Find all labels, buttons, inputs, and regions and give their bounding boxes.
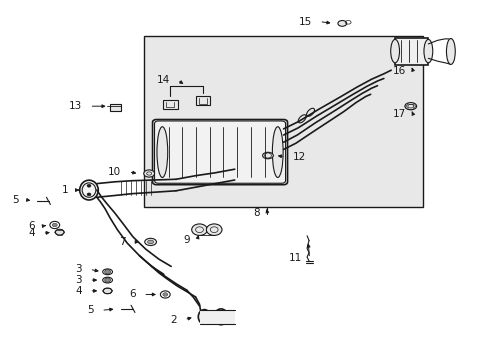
FancyBboxPatch shape <box>152 120 287 185</box>
Ellipse shape <box>404 103 416 110</box>
Ellipse shape <box>262 152 273 159</box>
Text: 17: 17 <box>392 109 405 120</box>
Bar <box>199 310 234 324</box>
Text: 5: 5 <box>87 305 94 315</box>
Ellipse shape <box>272 127 283 177</box>
Circle shape <box>52 223 57 227</box>
Circle shape <box>87 193 91 196</box>
Text: 6: 6 <box>28 221 35 231</box>
Text: 3: 3 <box>75 264 82 274</box>
Text: 11: 11 <box>288 253 302 264</box>
Text: 10: 10 <box>108 167 121 177</box>
Ellipse shape <box>80 180 98 200</box>
Ellipse shape <box>55 229 64 235</box>
Ellipse shape <box>214 309 227 325</box>
Ellipse shape <box>143 170 154 177</box>
Text: 2: 2 <box>170 315 177 325</box>
Text: 12: 12 <box>292 152 305 162</box>
Text: 15: 15 <box>298 17 311 27</box>
Text: 13: 13 <box>69 101 82 111</box>
Text: 14: 14 <box>157 75 170 85</box>
Bar <box>144 36 422 207</box>
Circle shape <box>206 224 222 235</box>
Text: 4: 4 <box>28 228 35 238</box>
Text: 8: 8 <box>253 208 260 218</box>
Ellipse shape <box>144 238 156 246</box>
Bar <box>195 96 210 105</box>
Bar <box>394 38 427 65</box>
Ellipse shape <box>446 39 454 64</box>
Bar <box>163 100 177 109</box>
Circle shape <box>104 270 110 274</box>
Text: 9: 9 <box>183 235 189 246</box>
Text: 6: 6 <box>129 289 136 300</box>
Circle shape <box>104 278 110 282</box>
Circle shape <box>191 224 207 235</box>
Ellipse shape <box>103 288 112 294</box>
Text: 16: 16 <box>392 66 405 76</box>
Text: 4: 4 <box>75 286 82 296</box>
Ellipse shape <box>198 310 210 324</box>
Ellipse shape <box>337 21 346 26</box>
Text: 1: 1 <box>61 185 68 195</box>
Ellipse shape <box>157 127 167 177</box>
Ellipse shape <box>423 40 432 63</box>
Text: 7: 7 <box>119 237 126 247</box>
Circle shape <box>163 293 167 296</box>
Text: 5: 5 <box>12 195 19 205</box>
Circle shape <box>87 184 91 187</box>
Bar <box>110 104 121 111</box>
Text: 3: 3 <box>75 275 82 285</box>
Ellipse shape <box>147 240 153 244</box>
Ellipse shape <box>390 40 399 63</box>
